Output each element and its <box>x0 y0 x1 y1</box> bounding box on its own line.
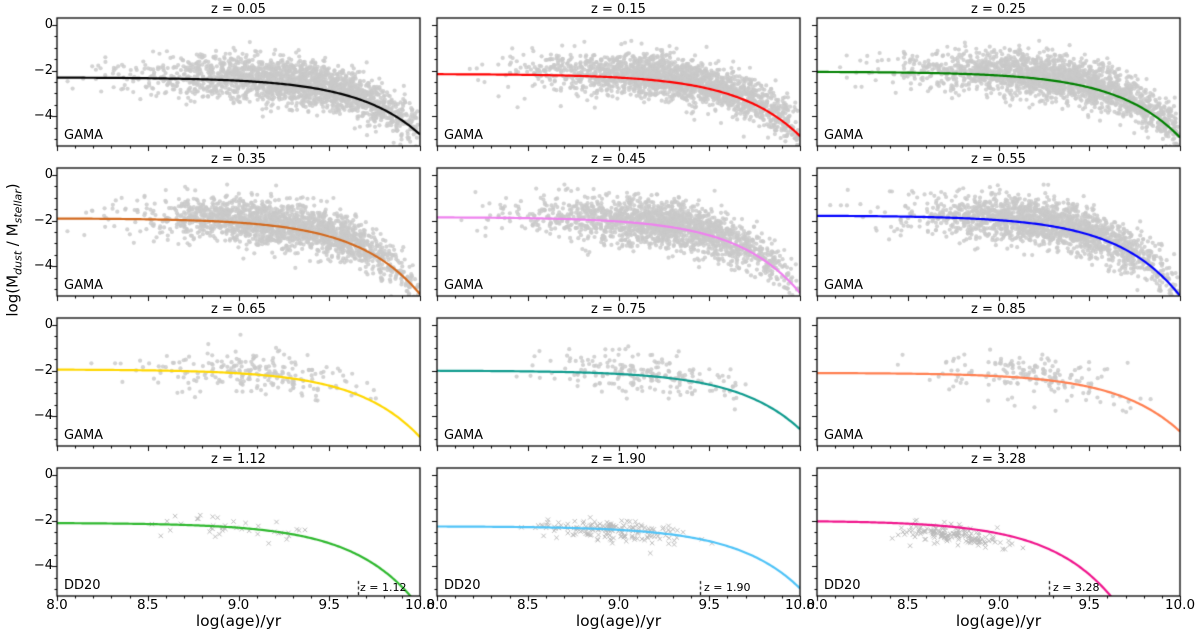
x-tick-label: 8.5 <box>897 597 919 613</box>
plot-area: GAMA <box>805 15 1183 160</box>
plot-area: DD20 z = 1.90 <box>425 465 803 610</box>
panel-z005: z = 0.05 0 −2 −4 GAMA <box>34 2 423 160</box>
x-axis-label: log(age)/yr <box>575 612 662 630</box>
plot-area: DD20 z = 3.28 <box>805 465 1183 610</box>
x-tick-label: 8.5 <box>137 597 159 613</box>
x-tick-label: 10.0 <box>1164 597 1196 613</box>
panel-z328: z = 3.28 DD20 z = 3.28 <box>805 452 1183 610</box>
plot-canvas <box>425 15 803 160</box>
redshift-vline-label: z = 1.90 <box>704 581 751 594</box>
x-tick-label: 8.5 <box>517 597 539 613</box>
survey-label: DD20 <box>824 578 861 593</box>
x-tick-label: 9.5 <box>698 597 720 613</box>
x-tick-label: 8.0 <box>426 597 448 613</box>
plot-canvas <box>425 315 803 460</box>
x-tick-label: 8.0 <box>806 597 828 613</box>
plot-area: GAMA <box>425 165 803 310</box>
y-axis-label-part: / M <box>3 223 22 251</box>
plot-area: GAMA <box>425 15 803 160</box>
y-tick-label: 0 <box>44 167 53 182</box>
x-tick-label: 9.5 <box>1078 597 1100 613</box>
x-tick-label: 8.0 <box>46 597 68 613</box>
y-axis-label-part: log(M <box>3 274 22 317</box>
y-tick-labels: 0 −2 −4 <box>21 317 53 446</box>
y-tick-label: 0 <box>44 17 53 32</box>
plot-area: 0 −2 −4 GAMA <box>34 165 423 310</box>
redshift-vline-label: z = 1.12 <box>360 581 407 594</box>
survey-label: GAMA <box>444 428 484 443</box>
panel-z015: z = 0.15 GAMA <box>425 2 803 160</box>
plot-canvas <box>45 315 423 460</box>
y-axis-label-part: ) <box>3 183 22 190</box>
panel-title: z = 0.15 <box>591 2 646 17</box>
x-tick-label: 9.0 <box>987 597 1010 613</box>
y-tick-label: −2 <box>33 513 53 528</box>
plot-canvas <box>805 165 1183 310</box>
survey-label: GAMA <box>824 128 864 143</box>
plot-area: 0 −2 −4 GAMA <box>34 15 423 160</box>
plot-canvas <box>45 165 423 310</box>
x-axis-row: 8.0 8.5 9.0 9.5 10.0 log(age)/yr 8.0 8.5… <box>46 596 1195 632</box>
survey-label: GAMA <box>444 128 484 143</box>
x-axis-label: log(age)/yr <box>955 612 1042 630</box>
survey-label: GAMA <box>64 128 104 143</box>
y-tick-labels: 0 −2 −4 <box>21 467 53 596</box>
plot-canvas <box>425 165 803 310</box>
survey-label: GAMA <box>64 428 104 443</box>
panel-title: z = 0.25 <box>971 2 1026 17</box>
panel-z045: z = 0.45 GAMA <box>425 152 803 310</box>
y-tick-labels: 0 −2 −4 <box>21 17 53 146</box>
plot-canvas <box>805 315 1183 460</box>
plot-area: GAMA <box>805 315 1183 460</box>
x-axis-col2: 8.0 8.5 9.0 9.5 10.0 log(age)/yr <box>426 596 815 632</box>
survey-label: GAMA <box>824 428 864 443</box>
x-tick-label: 9.0 <box>227 597 250 613</box>
x-axis-col1: 8.0 8.5 9.0 9.5 10.0 log(age)/yr <box>46 596 435 632</box>
panel-z025: z = 0.25 GAMA <box>805 2 1183 160</box>
panel-grid: z = 0.05 0 −2 −4 GAMA z = 0.15 GAMA z = … <box>34 2 1183 610</box>
y-tick-label: −2 <box>33 213 53 228</box>
y-tick-label: −4 <box>33 108 53 123</box>
panel-title: z = 0.05 <box>211 2 266 17</box>
panel-z085: z = 0.85 GAMA <box>805 302 1183 460</box>
survey-label: DD20 <box>64 578 101 593</box>
y-tick-label: −2 <box>33 363 53 378</box>
y-tick-label: −4 <box>33 558 53 573</box>
plot-area: GAMA <box>425 315 803 460</box>
plot-area: 0 −2 −4 DD20 z = 1.12 <box>34 465 423 610</box>
x-axis-col3: 8.0 8.5 9.0 9.5 10.0 log(age)/yr <box>806 596 1195 632</box>
y-tick-label: −4 <box>33 408 53 423</box>
survey-label: DD20 <box>444 578 481 593</box>
x-tick-label: 9.0 <box>607 597 630 613</box>
plot-canvas <box>45 465 423 610</box>
plot-area: GAMA <box>805 165 1183 310</box>
y-tick-label: −4 <box>33 258 53 273</box>
survey-label: GAMA <box>444 278 484 293</box>
survey-label: GAMA <box>824 278 864 293</box>
plot-canvas <box>425 465 803 610</box>
survey-label: GAMA <box>64 278 104 293</box>
panel-z112: z = 1.12 0 −2 −4 DD20 z = 1.12 <box>34 452 423 610</box>
y-tick-labels: 0 −2 −4 <box>21 167 53 296</box>
plot-canvas <box>805 465 1183 610</box>
x-tick-label: 9.5 <box>318 597 340 613</box>
y-tick-label: 0 <box>44 467 53 482</box>
x-tick-label: 10.0 <box>784 597 816 613</box>
panel-z065: z = 0.65 0 −2 −4 GAMA <box>34 302 423 460</box>
plot-canvas <box>45 15 423 160</box>
plot-canvas <box>805 15 1183 160</box>
panel-z035: z = 0.35 0 −2 −4 GAMA <box>34 152 423 310</box>
x-axis-label: log(age)/yr <box>195 612 282 630</box>
redshift-vline-label: z = 3.28 <box>1053 581 1100 594</box>
panel-z075: z = 0.75 GAMA <box>425 302 803 460</box>
y-tick-label: 0 <box>44 317 53 332</box>
panel-z055: z = 0.55 GAMA <box>805 152 1183 310</box>
plot-area: 0 −2 −4 GAMA <box>34 315 423 460</box>
y-tick-label: −2 <box>33 63 53 78</box>
panel-z190: z = 1.90 DD20 z = 1.90 <box>425 452 803 610</box>
x-tick-label: 10.0 <box>404 597 436 613</box>
